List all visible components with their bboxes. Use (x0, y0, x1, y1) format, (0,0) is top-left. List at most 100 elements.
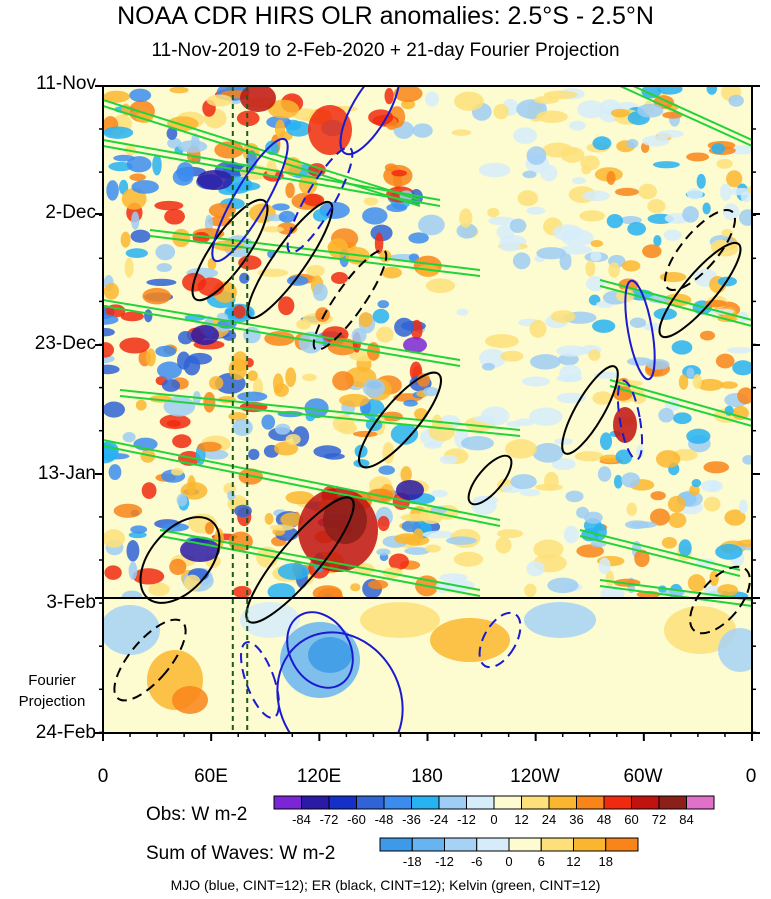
obs-cell (653, 235, 662, 247)
obs-cell (394, 317, 414, 337)
er-contour (664, 208, 736, 292)
obs-cell (451, 129, 472, 136)
obs-cell (384, 87, 394, 105)
obs-colorbar (273, 795, 715, 810)
colorbar-swatch (411, 837, 445, 852)
obs-cell (113, 154, 135, 162)
obs-cell (126, 540, 140, 562)
obs-cell (439, 454, 458, 465)
obs-cell (267, 99, 300, 119)
obs-cell (569, 120, 586, 131)
obs-cell (579, 210, 606, 222)
obs-cell (178, 140, 208, 153)
obs-cell (271, 203, 290, 211)
obs-core (613, 407, 637, 443)
obs-cell (236, 110, 260, 127)
obs-cell (119, 337, 150, 354)
obs-cell (404, 547, 430, 555)
obs-cell (103, 529, 126, 548)
obs-cell (278, 296, 295, 316)
x-tick-label: 60E (194, 766, 228, 787)
obs-cell (629, 317, 647, 328)
obs-cell (130, 229, 151, 243)
colorbar-swatch (658, 795, 687, 810)
obs-cell (540, 164, 558, 182)
obs-cell (386, 203, 408, 213)
obs-cell (135, 399, 147, 411)
obs-cell (161, 379, 181, 392)
obs-cell (554, 438, 573, 445)
obs-cell (710, 239, 731, 254)
obs-cell (700, 479, 723, 493)
obs-cell (542, 142, 574, 158)
obs-cell (126, 156, 152, 173)
obs-cell (146, 278, 177, 286)
obs-core (240, 86, 276, 112)
obs-cell (626, 357, 653, 366)
obs-core (308, 105, 352, 155)
obs-cell (585, 276, 605, 292)
colorbar-swatch (576, 795, 605, 810)
obs-cell (740, 191, 752, 203)
proj-blob (718, 628, 752, 672)
obs-cell (699, 330, 716, 341)
colorbar-tick-label: -12 (435, 854, 454, 869)
obs-cell (154, 200, 184, 211)
er-contour (467, 454, 513, 506)
obs-cell (668, 512, 687, 529)
proj-blob (172, 686, 208, 714)
obs-cell (103, 282, 119, 300)
obs-cell (592, 391, 613, 405)
obs-cell (208, 376, 224, 390)
obs-cell (592, 319, 616, 333)
kelvin-contour (619, 86, 752, 147)
kelvin-contour (579, 529, 741, 577)
obs-cell (103, 314, 119, 325)
obs-cell (128, 531, 147, 539)
obs-cell (526, 146, 547, 165)
colorbar-swatch (540, 837, 574, 852)
obs-cell (376, 548, 391, 556)
obs-cell (177, 351, 191, 370)
obs-cell (120, 231, 131, 248)
obs-cell (113, 503, 143, 518)
obs-cell (650, 508, 670, 526)
kelvin-contour (599, 579, 752, 607)
obs-cell (577, 100, 605, 119)
obs-cell (103, 441, 119, 461)
obs-cell (522, 170, 537, 179)
obs-cell (737, 387, 752, 405)
obs-cell (691, 478, 702, 488)
obs-cell (187, 352, 213, 365)
obs-cell (499, 240, 521, 252)
obs-cell (315, 307, 330, 322)
kelvin-contour (103, 139, 441, 207)
colorbar-swatch (379, 837, 413, 852)
obs-cell (543, 471, 559, 491)
obs-cell (717, 584, 739, 597)
obs-cell (459, 208, 473, 228)
colorbar-tick-label: -72 (319, 812, 339, 827)
obs-cell (203, 391, 216, 413)
obs-cell (488, 216, 515, 226)
obs-cell (381, 266, 402, 279)
obs-cell (238, 255, 262, 270)
obs-cell (331, 272, 349, 284)
obs-cell (377, 300, 390, 309)
mjo-contour (286, 611, 354, 689)
obs-cell (626, 502, 638, 516)
obs-cell (253, 378, 264, 397)
obs-cell (103, 90, 130, 103)
obs-cell (726, 347, 752, 354)
obs-cell (141, 482, 157, 500)
obs-cell (177, 330, 194, 345)
obs-cell (556, 345, 588, 357)
proj-blob (240, 602, 300, 638)
obs-cell (496, 225, 515, 240)
obs-cell (671, 340, 693, 355)
obs-cell (560, 229, 594, 247)
colorbar-tick-label: -6 (470, 854, 483, 869)
obs-cell (703, 496, 721, 512)
obs-cell (353, 459, 370, 468)
er-contour (113, 618, 187, 702)
